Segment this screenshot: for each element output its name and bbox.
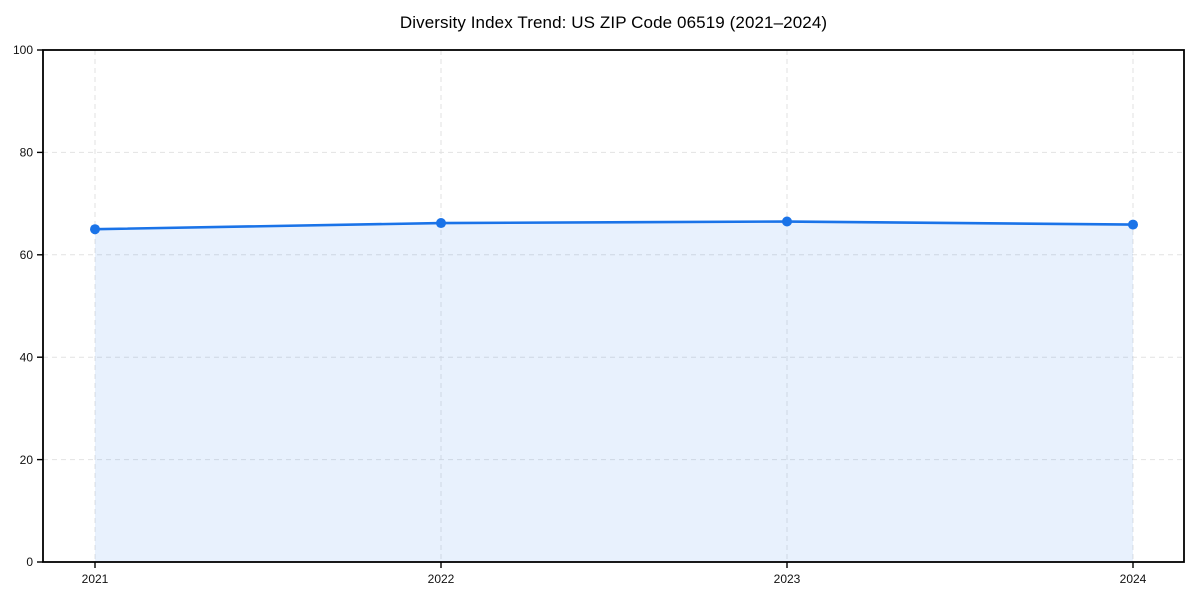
x-axis-tick-label: 2024 bbox=[1120, 572, 1147, 586]
y-axis-tick-label: 40 bbox=[20, 350, 34, 364]
y-axis-tick-label: 0 bbox=[26, 555, 33, 569]
chart-title: Diversity Index Trend: US ZIP Code 06519… bbox=[399, 13, 828, 32]
y-axis-tick-label: 60 bbox=[20, 248, 34, 262]
data-point bbox=[90, 224, 100, 235]
x-axis-tick-label: 2023 bbox=[774, 572, 801, 586]
x-axis-tick-label: 2022 bbox=[428, 572, 455, 586]
y-axis-tick-label: 80 bbox=[20, 146, 34, 160]
y-axis-tick-label: 100 bbox=[13, 43, 33, 57]
trend-line bbox=[93, 220, 1135, 231]
plot-border bbox=[42, 49, 1185, 563]
y-axis-tick-label: 20 bbox=[20, 453, 34, 467]
x-axis-tick-label: 2021 bbox=[82, 572, 109, 586]
data-point bbox=[1128, 219, 1138, 230]
data-point bbox=[436, 218, 446, 229]
area-fill bbox=[95, 221, 1133, 562]
data-point bbox=[782, 216, 792, 227]
